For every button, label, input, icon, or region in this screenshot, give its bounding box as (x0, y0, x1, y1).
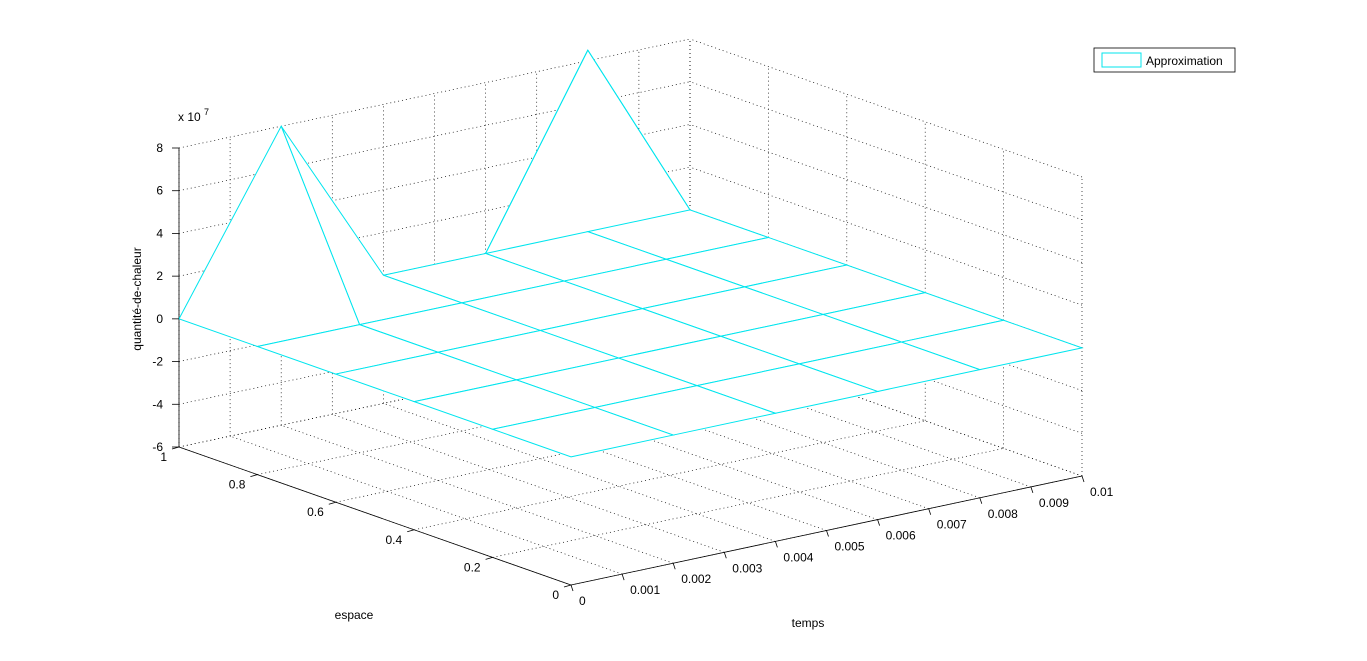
x-tick-label: 0.005 (835, 540, 865, 554)
legend: Approximation (1093, 47, 1236, 73)
x-tick-mark (672, 563, 676, 570)
x-tick-label: 0.007 (937, 518, 967, 532)
z-multiplier-base: x 10 (178, 110, 201, 124)
z-tick-label: 6 (156, 184, 163, 198)
x-tick-mark (928, 508, 932, 515)
y-tick-mark (328, 501, 336, 505)
x-axis-label: temps (792, 616, 825, 630)
z-tick-label: -6 (152, 440, 163, 454)
x-tick-label: 0.01 (1090, 485, 1114, 499)
x-tick-mark (621, 573, 625, 581)
y-tick-label: 0.8 (229, 478, 246, 492)
y-axis-label: espace (335, 608, 374, 622)
y-tick-mark (250, 474, 258, 477)
z-axis-label: quantité-de-chaleur (130, 247, 144, 350)
x-tick-mark (723, 552, 727, 559)
y-tick-label: 1 (160, 450, 167, 464)
z-tick-label: 0 (156, 312, 163, 326)
x-tick-label: 0 (579, 594, 586, 608)
floor-gridline (414, 420, 926, 531)
side-wall-gridline (689, 38, 1083, 178)
hidden-peak-edge (587, 49, 691, 211)
z-tick-label: -4 (152, 397, 163, 411)
x-tick-label: 0.001 (630, 583, 660, 597)
surface-cell (490, 406, 676, 458)
z-tick-label: 4 (156, 226, 163, 240)
x-tick-mark (775, 541, 778, 548)
x-tick-label: 0.006 (886, 529, 916, 543)
x-tick-mark (1030, 486, 1034, 494)
y-tick-label: 0 (552, 588, 559, 602)
x-tick-label: 0.009 (1039, 496, 1069, 510)
legend-entry-approximation: Approximation (1146, 54, 1223, 68)
y-tick-mark (407, 529, 415, 533)
legend-swatch (1101, 52, 1142, 68)
y-tick-mark (563, 584, 572, 588)
tick-layer: 0 0.001 0.002 0.003 0.004 0.005 0.006 0.007 0.00… (152, 141, 1113, 608)
z-tick-label: 2 (156, 269, 163, 283)
y-tick-label: 0.2 (464, 560, 481, 574)
y-tick-mark (485, 557, 493, 560)
floor-gridline (492, 448, 1004, 558)
x-tick-label: 0.003 (732, 561, 762, 575)
x-tick-mark (877, 519, 880, 526)
x-tick-label: 0.002 (681, 572, 711, 586)
surface-layer (178, 125, 1084, 458)
z-tick-label: 8 (156, 141, 163, 155)
y-tick-label: 0.4 (386, 533, 403, 547)
x-tick-mark (979, 497, 983, 504)
x-tick-label: 0.004 (783, 550, 813, 564)
side-wall-gridline (689, 81, 1083, 221)
y-tick-label: 0.6 (307, 505, 324, 519)
floor-gridline (229, 435, 623, 575)
x-tick-mark (1081, 475, 1085, 483)
x-tick-label: 0.008 (988, 507, 1018, 521)
hidden-peak-edge (485, 49, 589, 254)
y-axis-line (178, 446, 572, 586)
x-tick-mark (570, 584, 574, 592)
z-multiplier: x 10 7 (178, 107, 209, 124)
z-tick-label: -2 (152, 355, 163, 369)
z-multiplier-exponent: 7 (204, 107, 209, 117)
x-tick-mark (826, 530, 829, 537)
